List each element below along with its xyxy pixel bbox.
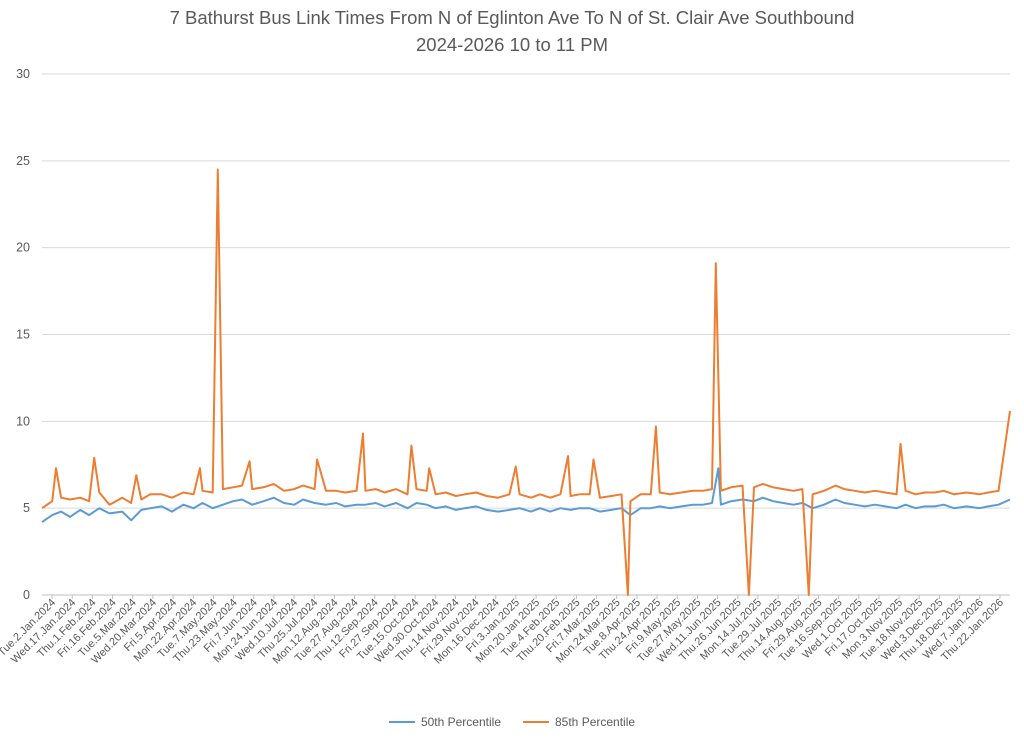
series-group xyxy=(41,168,1011,596)
legend-item-85th: 85th Percentile xyxy=(523,715,635,729)
y-tick-label: 30 xyxy=(16,67,30,81)
x-axis: Tue.2.Jan.2024Wed.17.Jan.2024Thu.1.Feb.2… xyxy=(0,595,1006,667)
y-axis: 0 5 10 15 20 25 30 xyxy=(16,67,30,602)
y-tick-label: 0 xyxy=(23,588,30,602)
chart-subtitle: 2024-2026 10 to 11 PM xyxy=(416,34,608,55)
line-chart: 0 5 10 15 20 25 30 Tue.2.Jan.2024Wed.17.Jan.20… xyxy=(0,67,1011,667)
legend-label-85th: 85th Percentile xyxy=(555,715,636,729)
y-tick-label: 5 xyxy=(23,501,30,515)
y-tick-label: 15 xyxy=(16,328,30,342)
gridlines xyxy=(42,73,1010,596)
chart-title-block: 7 Bathurst Bus Link Times From N of Egli… xyxy=(0,4,1024,58)
y-tick-label: 20 xyxy=(16,241,30,255)
legend-swatch-50th xyxy=(388,721,415,723)
legend: 50th Percentile 85th Percentile xyxy=(0,715,1024,729)
series-line-85th-percentile xyxy=(41,168,1011,596)
chart-title: 7 Bathurst Bus Link Times From N of Egli… xyxy=(169,7,855,28)
y-tick-label: 25 xyxy=(16,154,30,168)
y-tick-label: 10 xyxy=(16,414,30,428)
legend-item-50th: 50th Percentile xyxy=(388,715,501,729)
legend-label-50th: 50th Percentile xyxy=(420,715,501,729)
legend-swatch-85th xyxy=(523,721,549,723)
series-line-50th-percentile xyxy=(41,467,1011,523)
